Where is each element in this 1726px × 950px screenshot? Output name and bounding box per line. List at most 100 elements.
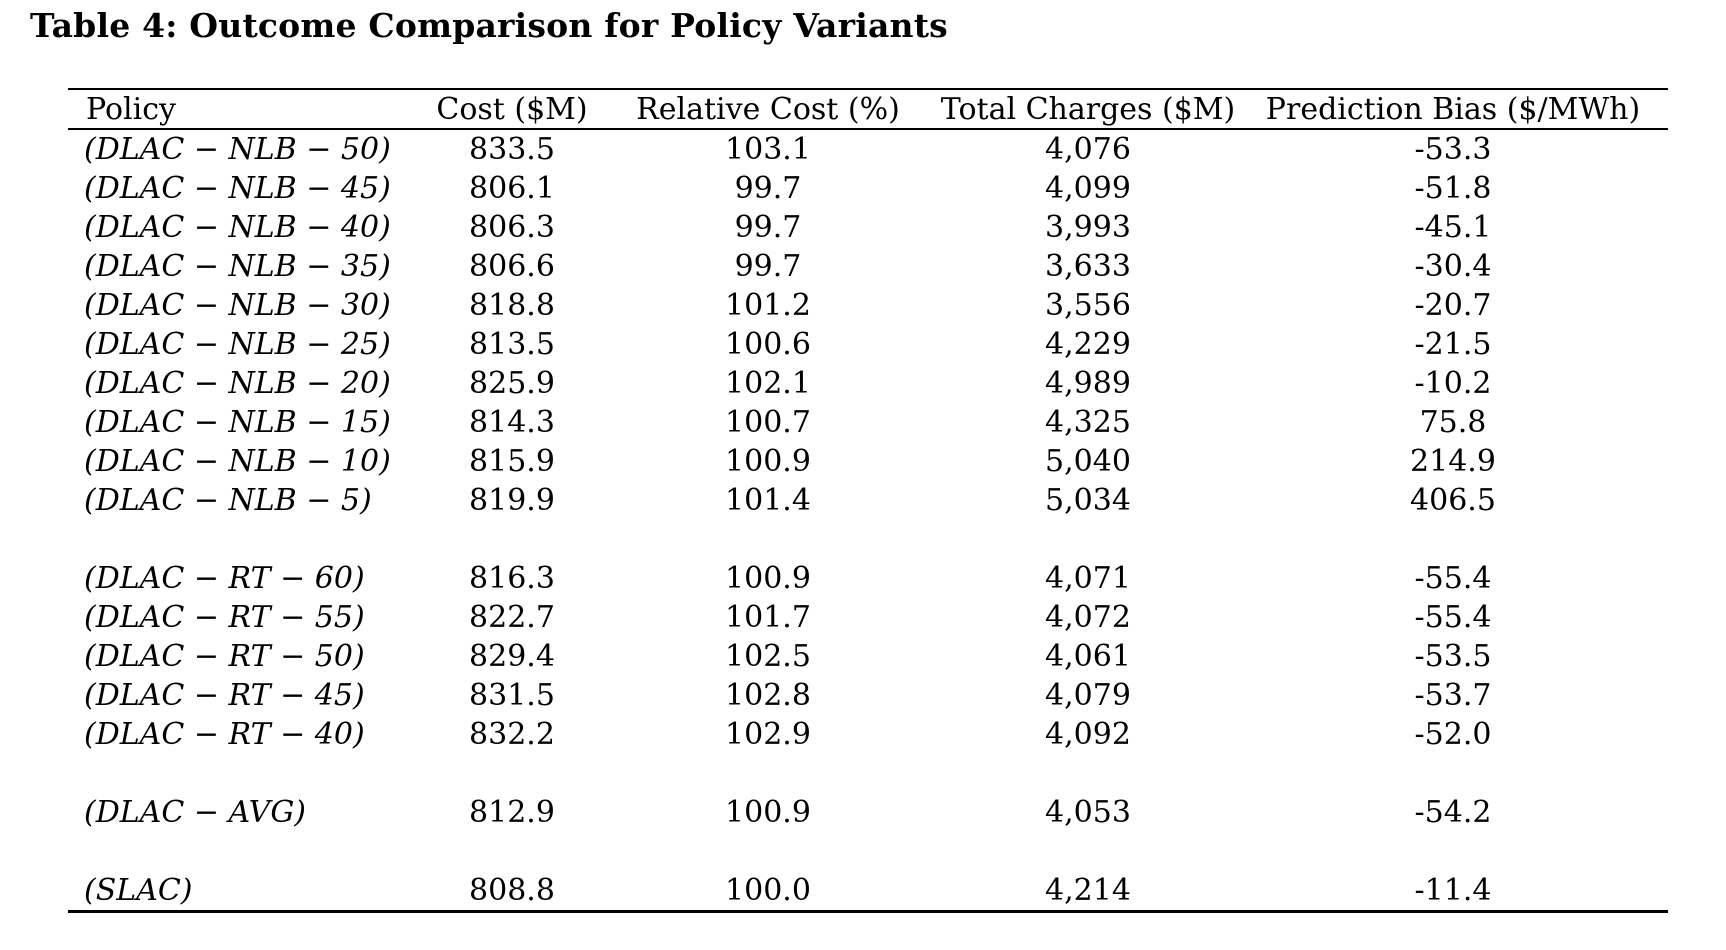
table-row: (DLAC − RT − 40) 832.2 102.9 4,092 -52.0 <box>68 715 1668 754</box>
cell-cost: 815.9 <box>469 444 555 479</box>
cell-total-charges: 3,556 <box>1045 288 1131 323</box>
cell-total-charges: 4,079 <box>1045 678 1131 713</box>
spacer-cell <box>68 832 1668 871</box>
cell-cost: 829.4 <box>469 639 555 674</box>
table-row: (DLAC − NLB − 35) 806.6 99.7 3,633 -30.4 <box>68 247 1668 286</box>
table-body: (DLAC − NLB − 50) 833.5 103.1 4,076 -53.3 (DL… <box>68 129 1668 912</box>
cell-policy: (DLAC − NLB − 20) <box>84 366 391 401</box>
cell-prediction-bias: -21.5 <box>1414 327 1492 362</box>
header-total-charges: Total Charges ($M) <box>938 89 1238 130</box>
cell-relative-cost: 99.7 <box>734 210 802 245</box>
cell-policy: (DLAC − RT − 55) <box>84 600 365 635</box>
cell-prediction-bias: -54.2 <box>1414 795 1492 830</box>
header-row: Policy Cost ($M) Relative Cost (%) Total… <box>68 89 1668 130</box>
cell-relative-cost: 101.2 <box>725 288 811 323</box>
spacer-cell <box>68 520 1668 559</box>
cell-prediction-bias: 214.9 <box>1410 444 1496 479</box>
cell-cost: 808.8 <box>469 873 555 908</box>
cell-cost: 813.5 <box>469 327 555 362</box>
cell-relative-cost: 101.4 <box>725 483 811 518</box>
cell-total-charges: 4,325 <box>1045 405 1131 440</box>
cell-cost: 819.9 <box>469 483 555 518</box>
cell-total-charges: 4,071 <box>1045 561 1131 596</box>
cell-total-charges: 4,989 <box>1045 366 1131 401</box>
cell-prediction-bias: -52.0 <box>1414 717 1492 752</box>
cell-policy: (DLAC − NLB − 45) <box>84 171 391 206</box>
cell-cost: 822.7 <box>469 600 555 635</box>
cell-relative-cost: 100.0 <box>725 873 811 908</box>
cell-prediction-bias: -53.5 <box>1414 639 1492 674</box>
group-spacer-row <box>68 832 1668 871</box>
cell-prediction-bias: -30.4 <box>1414 249 1492 284</box>
cell-relative-cost: 102.9 <box>725 717 811 752</box>
cell-prediction-bias: 406.5 <box>1410 483 1496 518</box>
cell-policy: (DLAC − NLB − 40) <box>84 210 391 245</box>
cell-cost: 806.6 <box>469 249 555 284</box>
cell-total-charges: 4,061 <box>1045 639 1131 674</box>
header-relative-cost: Relative Cost (%) <box>598 89 938 130</box>
cell-relative-cost: 99.7 <box>734 171 802 206</box>
cell-cost: 831.5 <box>469 678 555 713</box>
cell-relative-cost: 100.7 <box>725 405 811 440</box>
cell-total-charges: 5,040 <box>1045 444 1131 479</box>
cell-total-charges: 4,053 <box>1045 795 1131 830</box>
table-caption: Table 4: Outcome Comparison for Policy V… <box>30 6 948 45</box>
table-row: (DLAC − NLB − 45) 806.1 99.7 4,099 -51.8 <box>68 169 1668 208</box>
cell-prediction-bias: 75.8 <box>1419 405 1487 440</box>
cell-total-charges: 3,993 <box>1045 210 1131 245</box>
cell-cost: 812.9 <box>469 795 555 830</box>
cell-relative-cost: 100.9 <box>725 561 811 596</box>
group-spacer-row <box>68 754 1668 793</box>
header-policy: Policy <box>68 89 426 130</box>
cell-total-charges: 4,099 <box>1045 171 1131 206</box>
group-spacer-row <box>68 520 1668 559</box>
table-row: (DLAC − AVG) 812.9 100.9 4,053 -54.2 <box>68 793 1668 832</box>
cell-prediction-bias: -51.8 <box>1414 171 1492 206</box>
cell-cost: 833.5 <box>469 132 555 167</box>
header-prediction-bias: Prediction Bias ($/MWh) <box>1238 89 1668 130</box>
cell-policy: (SLAC) <box>84 873 193 908</box>
cell-relative-cost: 102.1 <box>725 366 811 401</box>
table-row: (DLAC − NLB − 5) 819.9 101.4 5,034 406.5 <box>68 481 1668 520</box>
table-row: (DLAC − NLB − 15) 814.3 100.7 4,325 75.8 <box>68 403 1668 442</box>
cell-cost: 818.8 <box>469 288 555 323</box>
table-row: (DLAC − RT − 60) 816.3 100.9 4,071 -55.4 <box>68 559 1668 598</box>
cell-prediction-bias: -20.7 <box>1414 288 1492 323</box>
spacer-cell <box>68 754 1668 793</box>
cell-relative-cost: 99.7 <box>734 249 802 284</box>
cell-prediction-bias: -45.1 <box>1414 210 1492 245</box>
cell-cost: 825.9 <box>469 366 555 401</box>
cell-policy: (DLAC − RT − 50) <box>84 639 365 674</box>
table-row: (DLAC − RT − 45) 831.5 102.8 4,079 -53.7 <box>68 676 1668 715</box>
table-row: (DLAC − RT − 55) 822.7 101.7 4,072 -55.4 <box>68 598 1668 637</box>
cell-relative-cost: 103.1 <box>725 132 811 167</box>
cell-total-charges: 4,229 <box>1045 327 1131 362</box>
table-row: (DLAC − NLB − 50) 833.5 103.1 4,076 -53.3 <box>68 129 1668 169</box>
cell-relative-cost: 100.9 <box>725 444 811 479</box>
cell-policy: (DLAC − NLB − 30) <box>84 288 391 323</box>
cell-policy: (DLAC − RT − 40) <box>84 717 365 752</box>
cell-cost: 814.3 <box>469 405 555 440</box>
cell-relative-cost: 100.9 <box>725 795 811 830</box>
cell-policy: (DLAC − RT − 60) <box>84 561 365 596</box>
cell-prediction-bias: -10.2 <box>1414 366 1492 401</box>
table-row: (DLAC − NLB − 40) 806.3 99.7 3,993 -45.1 <box>68 208 1668 247</box>
cell-relative-cost: 102.5 <box>725 639 811 674</box>
cell-policy: (DLAC − NLB − 50) <box>84 132 391 167</box>
cell-policy: (DLAC − NLB − 15) <box>84 405 391 440</box>
outcome-comparison-table: Policy Cost ($M) Relative Cost (%) Total… <box>68 88 1668 913</box>
cell-prediction-bias: -53.3 <box>1414 132 1492 167</box>
table-row: (DLAC − NLB − 25) 813.5 100.6 4,229 -21.5 <box>68 325 1668 364</box>
cell-total-charges: 4,072 <box>1045 600 1131 635</box>
cell-policy: (DLAC − NLB − 5) <box>84 483 372 518</box>
cell-total-charges: 4,076 <box>1045 132 1131 167</box>
cell-cost: 806.3 <box>469 210 555 245</box>
table-row: (DLAC − NLB − 20) 825.9 102.1 4,989 -10.2 <box>68 364 1668 403</box>
table-row: (DLAC − RT − 50) 829.4 102.5 4,061 -53.5 <box>68 637 1668 676</box>
table-row: (SLAC) 808.8 100.0 4,214 -11.4 <box>68 871 1668 912</box>
cell-prediction-bias: -55.4 <box>1414 561 1492 596</box>
cell-total-charges: 4,092 <box>1045 717 1131 752</box>
cell-cost: 806.1 <box>469 171 555 206</box>
table-header: Policy Cost ($M) Relative Cost (%) Total… <box>68 89 1668 130</box>
